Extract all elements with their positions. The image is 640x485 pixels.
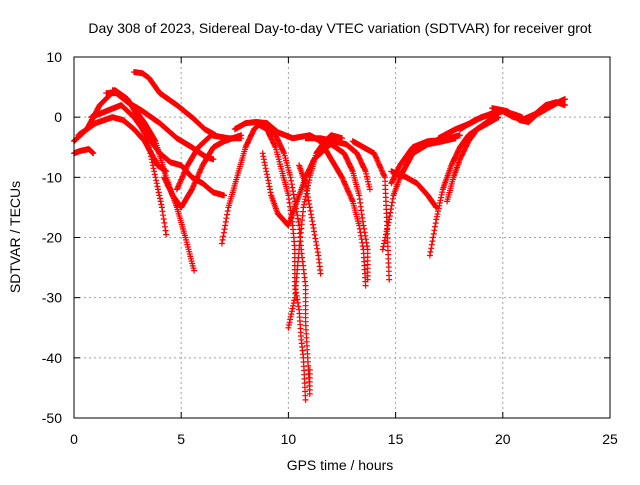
plot-frame: [73, 56, 611, 419]
series-arc-22: [388, 168, 440, 211]
plus-markers: [444, 111, 500, 205]
y-tick-label: -20: [42, 230, 62, 246]
plus-markers: [388, 132, 463, 187]
x-tick-label: 0: [70, 431, 78, 447]
y-tick-label: -10: [42, 169, 62, 185]
x-tick-label: 5: [177, 431, 185, 447]
x-tick-label: 25: [602, 431, 618, 447]
plus-markers: [131, 69, 219, 139]
series-arc-9: [173, 132, 245, 193]
series-arc-27: [489, 96, 568, 125]
series-arc-7: [131, 69, 219, 139]
y-tick-label: -50: [42, 410, 62, 426]
data-marks: [71, 69, 568, 403]
x-tick-label: 15: [388, 431, 404, 447]
series-arc-14: [259, 144, 330, 229]
y-tick-labels: 10 0 -10 -20 -30 -40 -50: [42, 49, 62, 426]
y-axis-label: SDTVAR / TECUs: [7, 181, 23, 293]
x-tick-labels: 0 5 10 15 20 25: [70, 431, 618, 447]
plus-markers: [173, 132, 245, 193]
plus-markers: [259, 144, 330, 229]
series-arc-19: [349, 138, 393, 283]
plus-markers: [317, 141, 371, 283]
series-arc-4: [75, 114, 170, 175]
plus-markers: [489, 96, 568, 125]
x-axis-label: GPS time / hours: [287, 457, 394, 473]
y-tick-label: -40: [42, 350, 62, 366]
series-arc-17: [302, 135, 373, 193]
plus-markers: [71, 146, 97, 157]
plus-markers: [296, 162, 324, 277]
grid-layer: [74, 57, 610, 418]
series-arc-21: [388, 132, 463, 187]
x-tick-label: 20: [495, 431, 511, 447]
series-arc-24: [444, 111, 500, 205]
plus-markers: [379, 135, 459, 253]
plus-markers: [302, 135, 373, 193]
x-tick-label: 10: [281, 431, 297, 447]
y-tick-label: 0: [54, 109, 62, 125]
plus-markers: [75, 114, 170, 175]
plus-markers: [88, 102, 228, 199]
series-arc-18: [317, 141, 371, 283]
series-arc-6: [109, 87, 217, 163]
series-arc-16: [296, 162, 324, 277]
plus-markers: [109, 87, 217, 163]
chart-title: Day 308 of 2023, Sidereal Day-to-day VTE…: [88, 20, 591, 36]
y-tick-label: 10: [46, 49, 62, 65]
series-arc-3: [88, 102, 228, 199]
plus-markers: [218, 120, 264, 247]
plus-markers: [349, 138, 393, 283]
series-arc-1: [71, 146, 97, 157]
y-tick-label: -30: [42, 290, 62, 306]
plus-markers: [388, 168, 440, 211]
series-arc-10: [218, 120, 264, 247]
series-arc-20: [379, 135, 459, 253]
